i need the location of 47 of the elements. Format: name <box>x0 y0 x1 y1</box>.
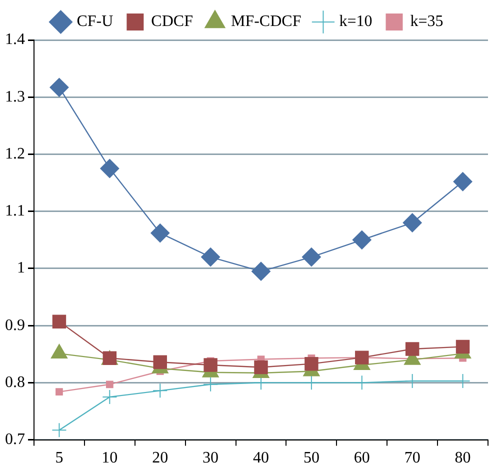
point <box>252 262 270 281</box>
y-tick-label: 0.9 <box>5 316 25 334</box>
x-tick-label: 60 <box>354 450 370 467</box>
point <box>152 383 168 398</box>
point <box>355 350 369 364</box>
point <box>304 375 319 390</box>
point <box>453 172 472 192</box>
y-tick-label: 1.4 <box>5 31 25 48</box>
point <box>204 358 218 372</box>
x-tick-label: 40 <box>253 450 269 467</box>
x-tick-label: 70 <box>404 450 420 467</box>
y-tick-label: 1.2 <box>5 145 25 162</box>
point <box>405 342 420 356</box>
y-tick-label: 1.3 <box>5 88 25 106</box>
point <box>402 213 422 232</box>
point <box>56 388 63 396</box>
x-tick-label: 20 <box>152 450 168 467</box>
x-tick-label: 10 <box>102 450 118 467</box>
point <box>354 375 370 390</box>
point <box>203 376 218 392</box>
legend-label: MF-CDCF <box>230 13 302 30</box>
point <box>100 159 120 178</box>
legend-label: k=35 <box>410 13 444 30</box>
point <box>304 356 318 371</box>
point <box>254 360 268 374</box>
point <box>106 380 114 388</box>
point <box>153 355 167 369</box>
legend-label: CF-U <box>76 13 114 30</box>
point <box>456 340 470 354</box>
legend-label: k=10 <box>339 13 372 30</box>
x-tick-label: 30 <box>202 450 219 467</box>
x-tick-label: 5 <box>55 450 64 467</box>
point <box>52 314 66 328</box>
point <box>201 248 220 267</box>
point <box>302 248 321 267</box>
y-tick-label: 0.8 <box>5 374 25 391</box>
point <box>102 389 118 404</box>
point <box>352 230 372 250</box>
x-tick-label: 50 <box>303 450 320 467</box>
legend-label: CDCF <box>151 13 194 30</box>
point <box>50 78 69 97</box>
y-tick-label: 0.7 <box>5 431 25 448</box>
point <box>52 422 67 438</box>
y-tick-label: 1.1 <box>5 202 25 220</box>
x-tick-label: 80 <box>454 450 471 467</box>
point <box>150 224 170 243</box>
y-tick-label: 1 <box>17 260 25 277</box>
